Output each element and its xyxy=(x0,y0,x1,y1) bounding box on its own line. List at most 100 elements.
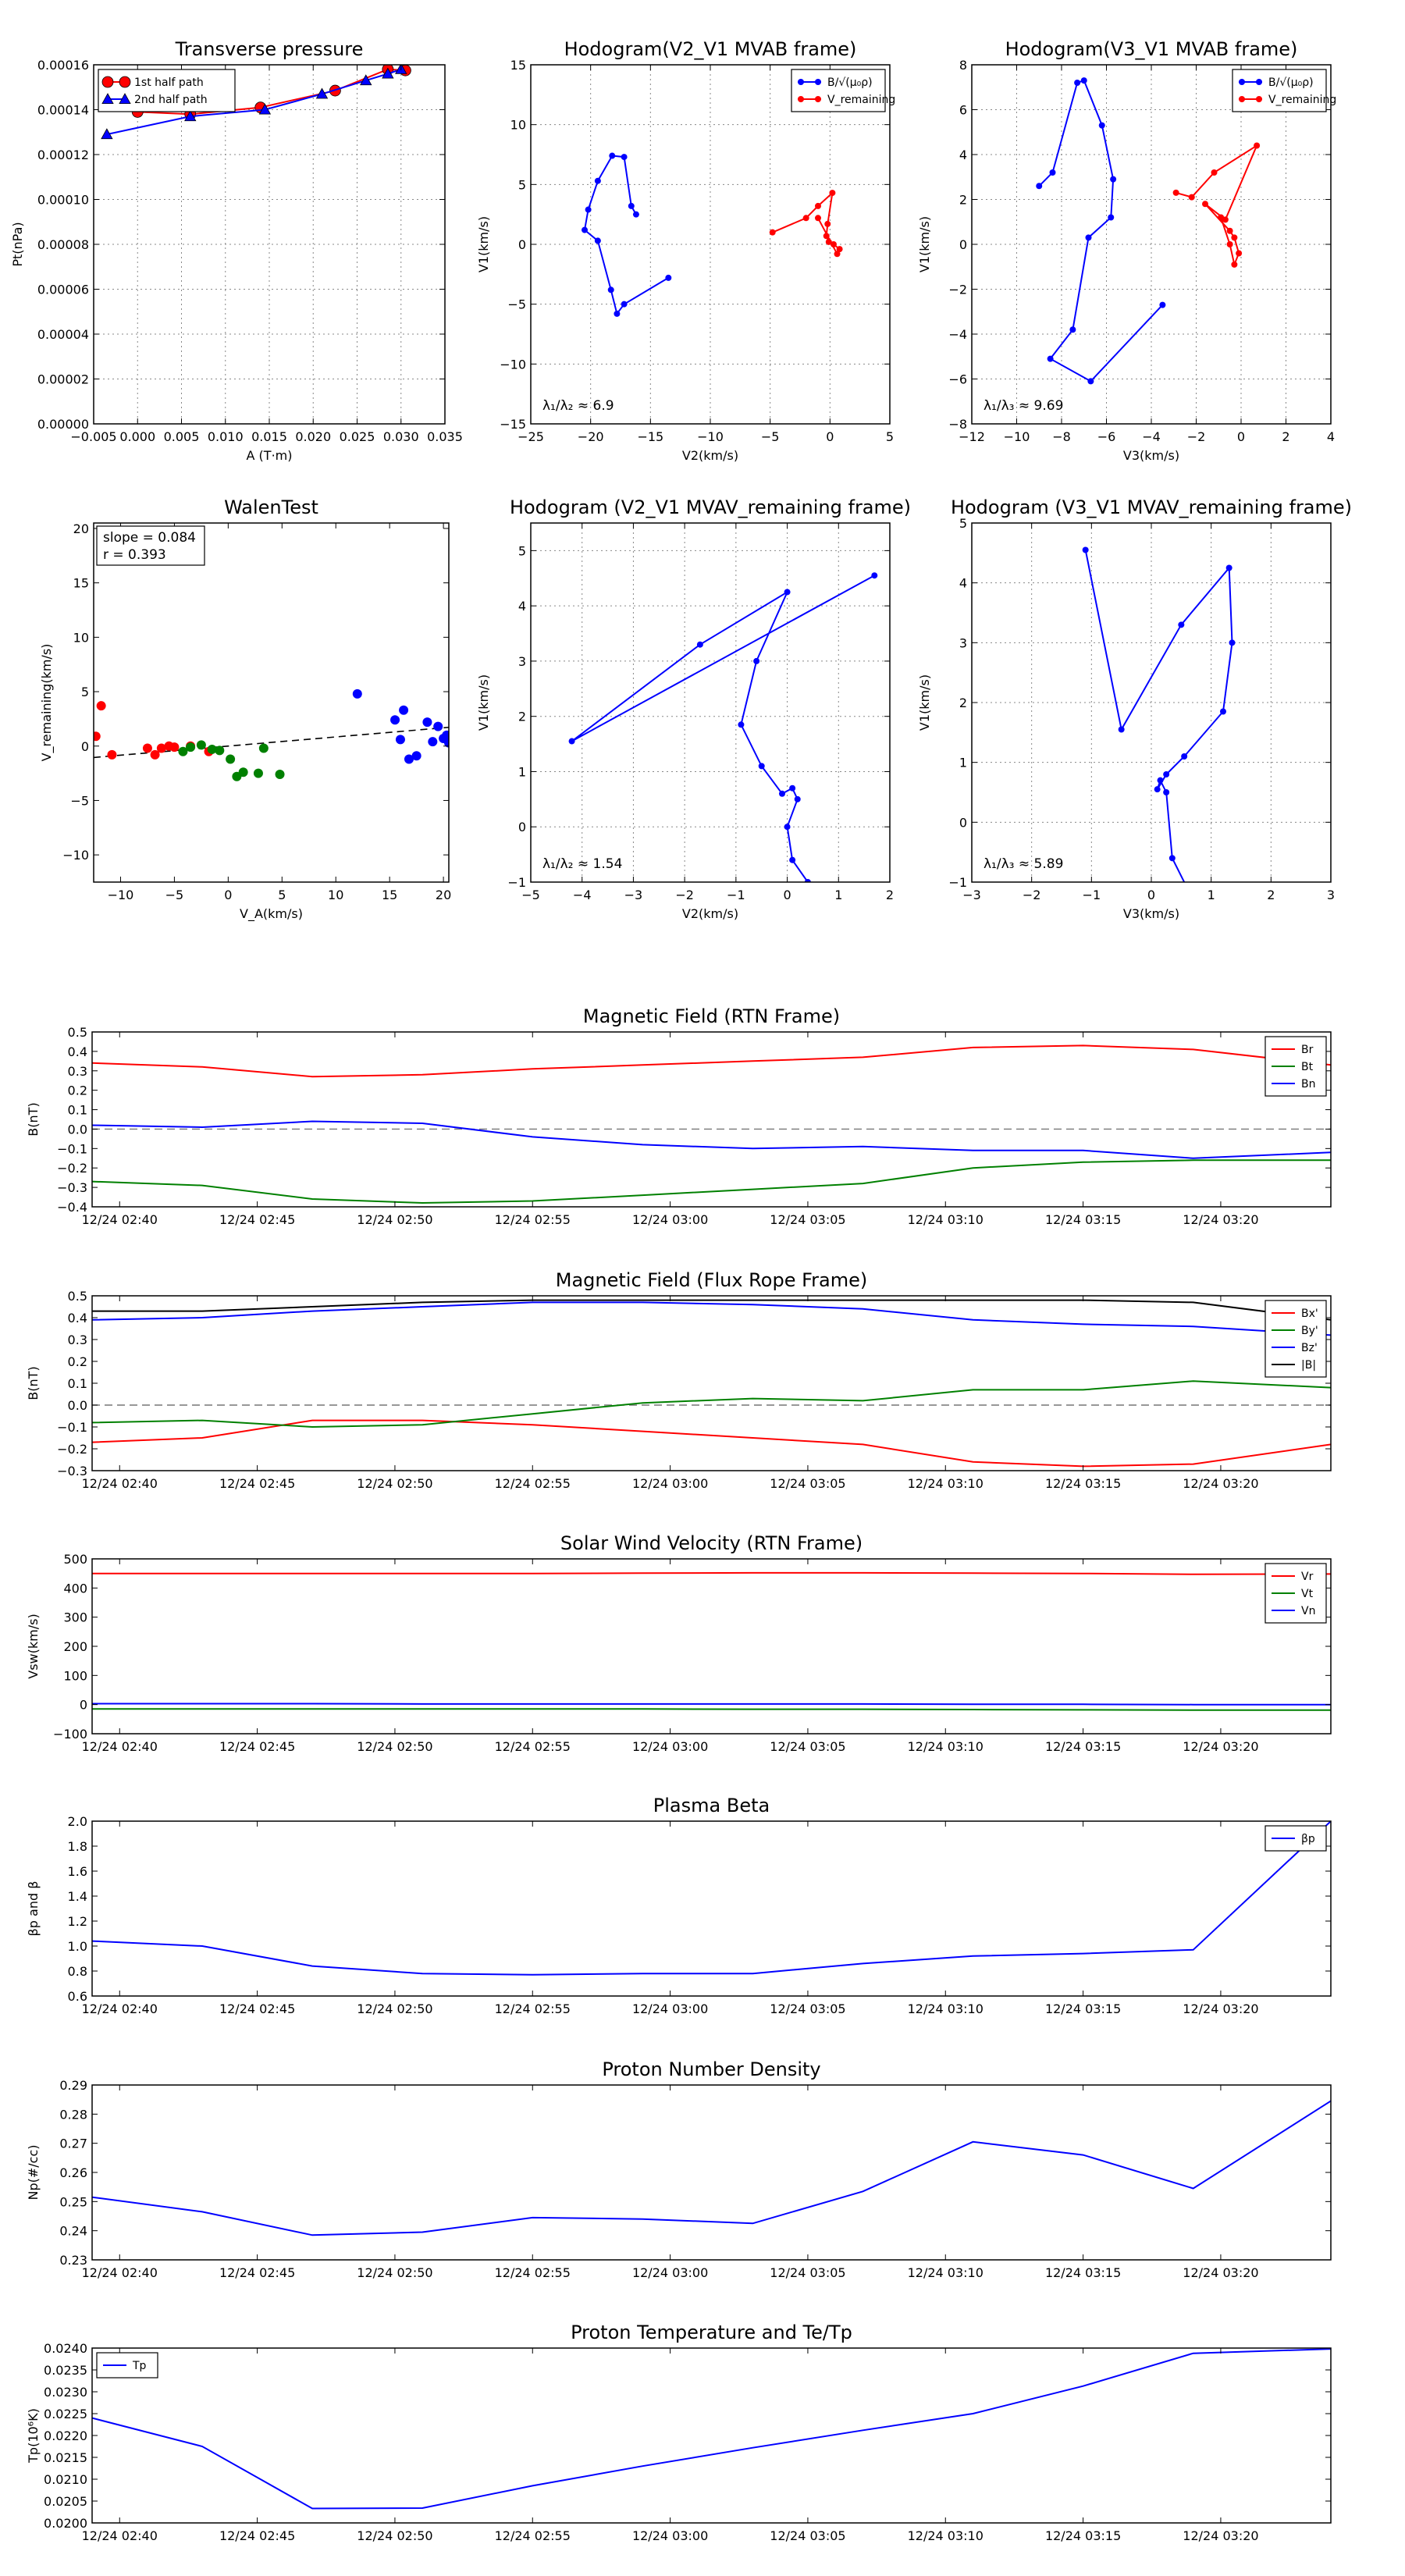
legend-label: 1st half path xyxy=(134,76,204,89)
y-tick-label: 0.27 xyxy=(59,2137,87,2151)
y-tick-label: 0.3 xyxy=(68,1064,87,1079)
data-point-blue xyxy=(352,688,362,699)
series-line-Bt xyxy=(92,1159,1331,1204)
x-tick-label: −5 xyxy=(761,429,780,444)
y-tick-label: 4 xyxy=(959,148,967,162)
data-point xyxy=(568,738,575,745)
x-tick-label: −1 xyxy=(1083,888,1101,902)
data-point xyxy=(1178,621,1185,628)
data-point xyxy=(1168,855,1176,862)
legend-marker xyxy=(815,79,821,85)
y-tick-label: 5 xyxy=(518,177,526,192)
data-point xyxy=(614,310,621,317)
x-tick-label: 12/24 03:15 xyxy=(1045,1212,1121,1227)
y-tick-label: 0.0215 xyxy=(44,2450,87,2465)
y-tick-label: 100 xyxy=(63,1668,87,1683)
y-tick-label: −0.1 xyxy=(57,1141,87,1156)
x-tick-label: −15 xyxy=(637,429,663,444)
y-tick-label: 5 xyxy=(518,543,526,558)
y-tick-label: 1 xyxy=(959,756,967,770)
legend-marker xyxy=(1239,96,1245,102)
data-point xyxy=(829,190,836,197)
data-point-red xyxy=(94,731,101,742)
ratio-annotation: λ₁/λ₃ ≈ 5.89 xyxy=(984,856,1063,872)
chart-title: Hodogram (V3_V1 MVAV_remaining frame) xyxy=(951,496,1352,518)
x-tick-label: 12/24 02:55 xyxy=(495,2528,571,2543)
axes-frame xyxy=(91,1031,1332,1208)
data-point xyxy=(1163,789,1170,795)
data-point xyxy=(1236,250,1243,257)
y-tick-label: 1.8 xyxy=(68,1839,87,1854)
data-point-green xyxy=(258,743,269,753)
y-tick-label: 0.00004 xyxy=(37,327,89,342)
chart-title: Magnetic Field (Flux Rope Frame) xyxy=(556,1269,867,1291)
data-point xyxy=(1036,183,1043,190)
data-point xyxy=(815,215,821,222)
x-tick-label: −8 xyxy=(1052,429,1071,444)
data-point xyxy=(1118,726,1125,733)
y-tick-label: 0 xyxy=(81,739,89,754)
panel-ts2: Magnetic Field (Flux Rope Frame) 12/24 02… xyxy=(26,1269,1332,1491)
y-tick-label: 0.1 xyxy=(68,1376,87,1391)
x-tick-label: 12/24 02:40 xyxy=(82,2528,158,2543)
axes-frame xyxy=(91,1295,1332,1471)
legend-marker xyxy=(119,76,131,88)
y-tick-label: −0.1 xyxy=(57,1420,87,1435)
data-point-green xyxy=(215,745,225,756)
data-point xyxy=(836,246,843,253)
x-axis-label: V2(km/s) xyxy=(682,906,738,921)
x-axis-label: V3(km/s) xyxy=(1123,906,1179,921)
panel-tp: Transverse pressure −0.005 0.000 0.005 0.010… xyxy=(10,38,463,463)
series-line-B xyxy=(571,575,875,882)
x-tick-label: −0.005 xyxy=(70,429,116,444)
data-point xyxy=(609,152,616,159)
y-tick-label: 400 xyxy=(63,1581,87,1596)
data-point xyxy=(1254,142,1261,149)
data-point xyxy=(1225,564,1232,571)
plot-area xyxy=(92,1299,1331,1468)
series-line-Br xyxy=(92,1044,1331,1078)
panel-ts3: Solar Wind Velocity (RTN Frame) 12/24 02:… xyxy=(26,1532,1332,1754)
x-tick-label: 12/24 02:40 xyxy=(82,2265,158,2280)
y-tick-label: 2 xyxy=(959,696,967,710)
data-point-blue xyxy=(390,715,400,725)
x-tick-label: 12/24 02:50 xyxy=(357,2001,432,2016)
y-tick-label: 0 xyxy=(959,237,967,252)
y-tick-label: 0.8 xyxy=(68,1964,87,1979)
x-tick-label: 12/24 03:00 xyxy=(632,2528,708,2543)
plot-area xyxy=(1082,546,1236,882)
y-tick-label: 0 xyxy=(518,820,526,834)
y-tick-label: −5 xyxy=(70,793,89,808)
x-axis-label: V_A(km/s) xyxy=(240,906,303,922)
x-tick-label: 12/24 03:20 xyxy=(1183,2265,1258,2280)
x-tick-label: −5 xyxy=(521,888,540,902)
axes-frame xyxy=(93,522,450,883)
y-tick-label: 0.0240 xyxy=(44,2341,87,2356)
data-point xyxy=(621,301,628,308)
y-tick-label: 0.23 xyxy=(59,2253,87,2268)
x-tick-label: 12/24 02:55 xyxy=(495,1476,571,1491)
legend-label: βp xyxy=(1301,1833,1315,1845)
data-point-blue xyxy=(428,737,438,747)
data-point-blue xyxy=(411,751,422,761)
legend-marker xyxy=(798,96,804,102)
legend-marker xyxy=(798,79,804,85)
x-tick-label: 12/24 03:00 xyxy=(632,2265,708,2280)
data-point xyxy=(784,589,791,596)
panel-ts4: Plasma Beta 12/24 02:40 12/24 02:45 12/24 0… xyxy=(26,1795,1332,2016)
series-line-Vn xyxy=(92,1703,1331,1706)
y-tick-label: 0.28 xyxy=(59,2107,87,2122)
data-point xyxy=(594,177,601,184)
x-axis-label: A (T·m) xyxy=(247,448,293,463)
y-tick-label: 0.0235 xyxy=(44,2363,87,2378)
ratio-annotation: λ₁/λ₃ ≈ 9.69 xyxy=(984,398,1063,414)
y-tick-label: 0.26 xyxy=(59,2165,87,2180)
x-tick-label: 12/24 03:15 xyxy=(1045,2265,1121,2280)
x-tick-label: 2 xyxy=(1282,429,1289,444)
axes-frame xyxy=(530,522,891,883)
legend: B/√(μ₀ρ) V_remaining xyxy=(791,69,895,112)
x-tick-label: −2 xyxy=(1023,888,1041,902)
x-tick-label: 12/24 02:50 xyxy=(357,1739,432,1754)
legend-label: Bx' xyxy=(1301,1308,1318,1320)
y-tick-label: 0.1 xyxy=(68,1103,87,1118)
